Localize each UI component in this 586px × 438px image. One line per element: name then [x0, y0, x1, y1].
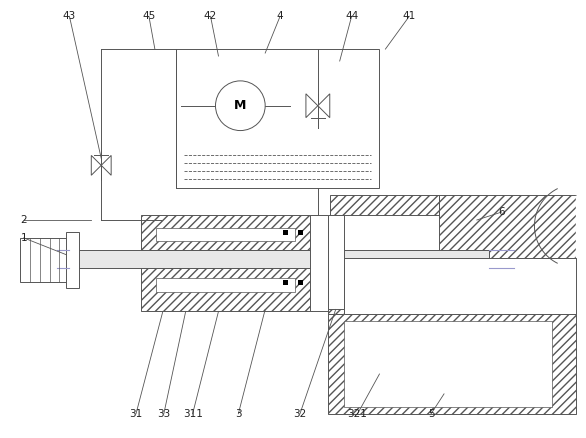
Text: 1: 1 [21, 233, 27, 243]
Text: 4: 4 [277, 11, 284, 21]
Bar [328, 215, 343, 309]
Polygon shape [101, 155, 111, 175]
Polygon shape [306, 94, 318, 118]
Bar [141, 268, 312, 311]
Bar [328, 314, 576, 414]
Bar [56, 250, 489, 268]
Bar [156, 278, 295, 292]
Text: 6: 6 [498, 207, 505, 217]
Text: 33: 33 [157, 409, 171, 419]
Bar [66, 232, 79, 288]
Bar [156, 228, 295, 241]
Text: 3: 3 [235, 409, 241, 419]
Text: 44: 44 [345, 11, 358, 21]
Text: 2: 2 [21, 215, 27, 225]
Text: 311: 311 [183, 409, 203, 419]
Text: 42: 42 [204, 11, 217, 21]
Bar [328, 258, 343, 314]
Circle shape [216, 81, 265, 131]
Bar [283, 279, 288, 285]
Bar [141, 215, 312, 250]
Bar [176, 49, 380, 188]
Bar [20, 238, 69, 282]
Text: 43: 43 [63, 11, 76, 21]
Bar [343, 258, 576, 314]
Bar [310, 215, 328, 311]
Bar [330, 195, 439, 215]
Bar [283, 230, 288, 235]
Bar [439, 195, 576, 258]
Text: 32: 32 [294, 409, 306, 419]
Text: 41: 41 [403, 11, 416, 21]
Bar [298, 230, 303, 235]
Bar [298, 279, 303, 285]
Text: M: M [234, 99, 247, 112]
Polygon shape [318, 94, 330, 118]
Text: 31: 31 [130, 409, 142, 419]
Text: 321: 321 [347, 409, 367, 419]
Text: 5: 5 [428, 409, 434, 419]
Polygon shape [91, 155, 101, 175]
Text: 45: 45 [142, 11, 155, 21]
Bar [343, 321, 553, 407]
